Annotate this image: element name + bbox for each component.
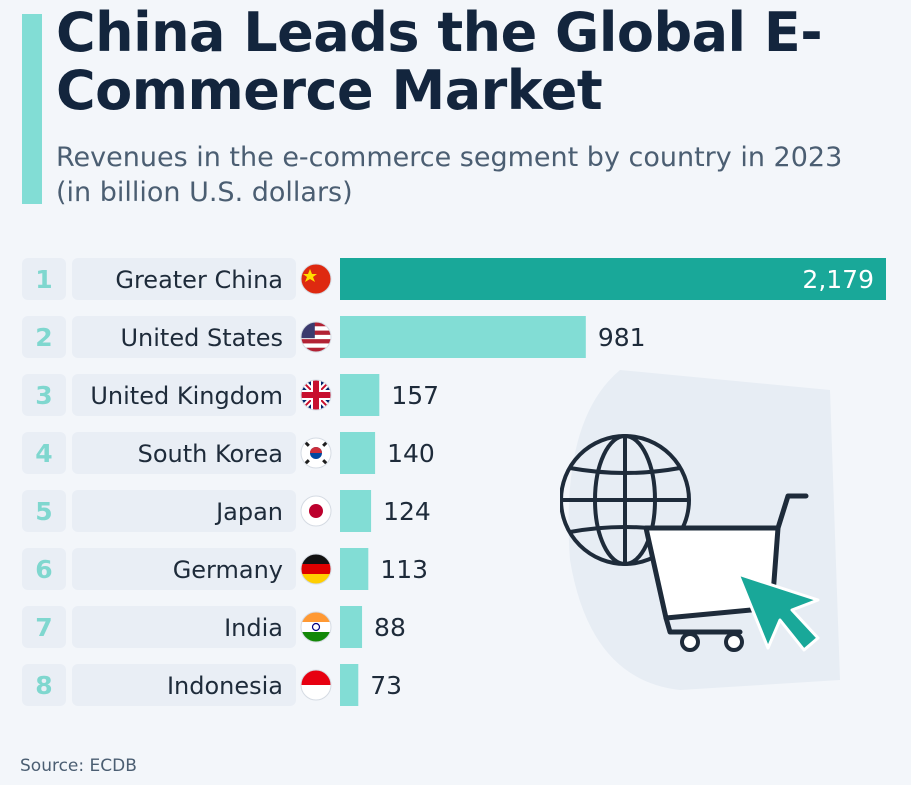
chart-subtitle: Revenues in the e-commerce segment by co… bbox=[56, 142, 843, 208]
value-label: 981 bbox=[598, 323, 646, 352]
bar bbox=[340, 316, 586, 358]
indonesia-flag-icon bbox=[301, 670, 331, 700]
uk-flag-icon bbox=[301, 380, 331, 410]
value-label: 157 bbox=[391, 381, 439, 410]
india-flag-icon bbox=[301, 612, 331, 642]
value-label: 88 bbox=[374, 613, 406, 642]
rank-cell bbox=[22, 490, 66, 532]
source-note: Source: ECDB bbox=[20, 756, 137, 776]
chart-row: 6 Germany 113 bbox=[22, 548, 428, 590]
category-cell bbox=[72, 374, 296, 416]
category-cell bbox=[72, 490, 296, 532]
value-label: 124 bbox=[383, 497, 431, 526]
category-cell bbox=[72, 432, 296, 474]
rank-label: 4 bbox=[35, 439, 52, 468]
category-label: Greater China bbox=[115, 266, 283, 294]
value-label: 73 bbox=[370, 671, 402, 700]
chart-row: 5 Japan 124 bbox=[22, 490, 431, 532]
title-accent-bar bbox=[22, 14, 42, 204]
china-flag-icon bbox=[301, 264, 331, 294]
chart-row: 8 Indonesia 73 bbox=[22, 664, 402, 706]
category-label: United States bbox=[120, 324, 283, 352]
usa-flag-icon bbox=[301, 322, 331, 352]
rank-label: 8 bbox=[35, 671, 52, 700]
rank-cell bbox=[22, 548, 66, 590]
category-label: United Kingdom bbox=[90, 382, 283, 410]
category-cell bbox=[72, 548, 296, 590]
category-label: South Korea bbox=[138, 440, 283, 468]
category-cell bbox=[72, 664, 296, 706]
bar bbox=[340, 490, 372, 532]
rank-cell bbox=[22, 258, 66, 300]
bar bbox=[340, 374, 380, 416]
bar bbox=[340, 258, 886, 300]
category-cell bbox=[72, 606, 296, 648]
japan-flag-icon bbox=[301, 496, 331, 526]
bar bbox=[340, 432, 376, 474]
bar bbox=[340, 606, 363, 648]
rank-cell bbox=[22, 316, 66, 358]
rank-label: 5 bbox=[35, 497, 52, 526]
rank-cell bbox=[22, 432, 66, 474]
rank-label: 1 bbox=[35, 265, 52, 294]
rank-label: 2 bbox=[35, 323, 52, 352]
chart-row: 4 South Korea 140 bbox=[22, 432, 435, 474]
bar bbox=[340, 548, 369, 590]
cursor-arrow-icon bbox=[736, 572, 820, 652]
rank-cell bbox=[22, 374, 66, 416]
ecommerce-illustration bbox=[560, 370, 840, 690]
category-cell bbox=[72, 258, 296, 300]
chart-row: 3 United Kingdom 157 bbox=[22, 374, 439, 416]
bar bbox=[340, 664, 359, 706]
value-label: 113 bbox=[380, 555, 428, 584]
category-label: India bbox=[224, 614, 283, 642]
value-label: 2,179 bbox=[802, 265, 874, 294]
rank-cell bbox=[22, 606, 66, 648]
chart-row: 7 India 88 bbox=[22, 606, 406, 648]
rank-cell bbox=[22, 664, 66, 706]
category-cell bbox=[72, 316, 296, 358]
rank-label: 3 bbox=[35, 381, 52, 410]
rank-label: 7 bbox=[35, 613, 52, 642]
chart-title: China Leads the Global E-Commerce Market bbox=[56, 1, 823, 122]
chart-row: 2 United States 981 bbox=[22, 316, 646, 358]
chart-row: 1 Greater China 2,179 bbox=[22, 258, 886, 300]
category-label: Indonesia bbox=[167, 672, 283, 700]
germany-flag-icon bbox=[301, 554, 331, 584]
category-label: Japan bbox=[214, 498, 283, 526]
south-korea-flag-icon bbox=[301, 438, 331, 468]
rank-label: 6 bbox=[35, 555, 52, 584]
value-label: 140 bbox=[387, 439, 435, 468]
category-label: Germany bbox=[173, 556, 283, 584]
